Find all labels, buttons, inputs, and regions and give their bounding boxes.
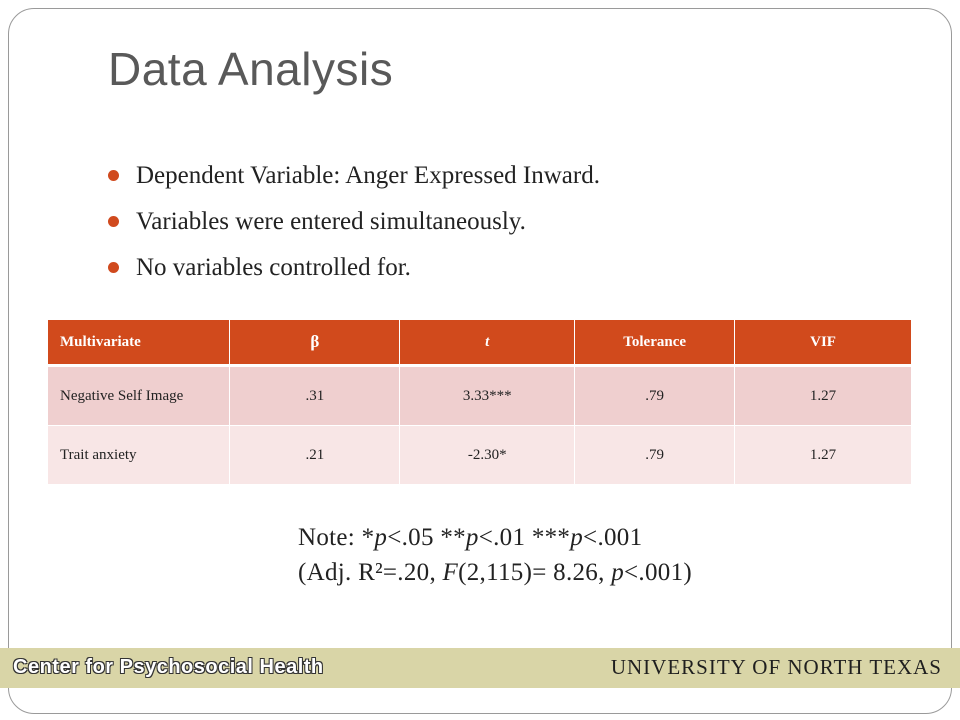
significance-note: Note: *p<.05 **p<.01 ***p<.001 (Adj. R²=… <box>298 520 692 590</box>
bullet-icon <box>108 262 119 273</box>
slide-title: Data Analysis <box>108 43 394 95</box>
regression-table: Multivariate β t Tolerance VIF Negative … <box>48 320 912 485</box>
cell-tolerance: .79 <box>574 425 736 485</box>
bullet-icon <box>108 170 119 181</box>
header-tolerance: Tolerance <box>574 320 736 367</box>
bullet-text: Dependent Variable: Anger Expressed Inwa… <box>136 162 600 189</box>
bullet-item: No variables controlled for. <box>108 248 600 294</box>
center-name: Center for Psychosocial Health <box>13 656 324 678</box>
cell-variable: Trait anxiety <box>48 425 231 485</box>
table-row: Negative Self Image .31 3.33*** .79 1.27 <box>48 365 912 426</box>
cell-vif: 1.27 <box>734 425 912 485</box>
note-line-1: Note: *p<.05 **p<.01 ***p<.001 <box>298 524 643 551</box>
cell-beta: .21 <box>229 425 401 485</box>
cell-tolerance: .79 <box>574 365 736 426</box>
header-multivariate: Multivariate <box>48 320 231 367</box>
table-row: Trait anxiety .21 -2.30* .79 1.27 <box>48 425 912 485</box>
bullet-icon <box>108 216 119 227</box>
header-beta: β <box>229 320 401 367</box>
bullet-list: Dependent Variable: Anger Expressed Inwa… <box>108 156 600 294</box>
table-header-row: Multivariate β t Tolerance VIF <box>48 320 912 367</box>
header-t: t <box>399 320 576 367</box>
cell-beta: .31 <box>229 365 401 426</box>
cell-t: 3.33*** <box>399 365 576 426</box>
bullet-text: No variables controlled for. <box>136 254 411 281</box>
note-line-2: (Adj. R²=.20, F(2,115)= 8.26, p<.001) <box>298 559 692 586</box>
cell-t: -2.30* <box>399 425 576 485</box>
bullet-text: Variables were entered simultaneously. <box>136 208 526 235</box>
cell-vif: 1.27 <box>734 365 912 426</box>
university-logo: UNIVERSITY OF NORTH TEXAS <box>610 655 942 679</box>
footer-bar: Center for Psychosocial Health UNIVERSIT… <box>0 648 960 688</box>
cell-variable: Negative Self Image <box>48 365 231 426</box>
header-vif: VIF <box>734 320 912 367</box>
bullet-item: Dependent Variable: Anger Expressed Inwa… <box>108 156 600 202</box>
bullet-item: Variables were entered simultaneously. <box>108 202 600 248</box>
